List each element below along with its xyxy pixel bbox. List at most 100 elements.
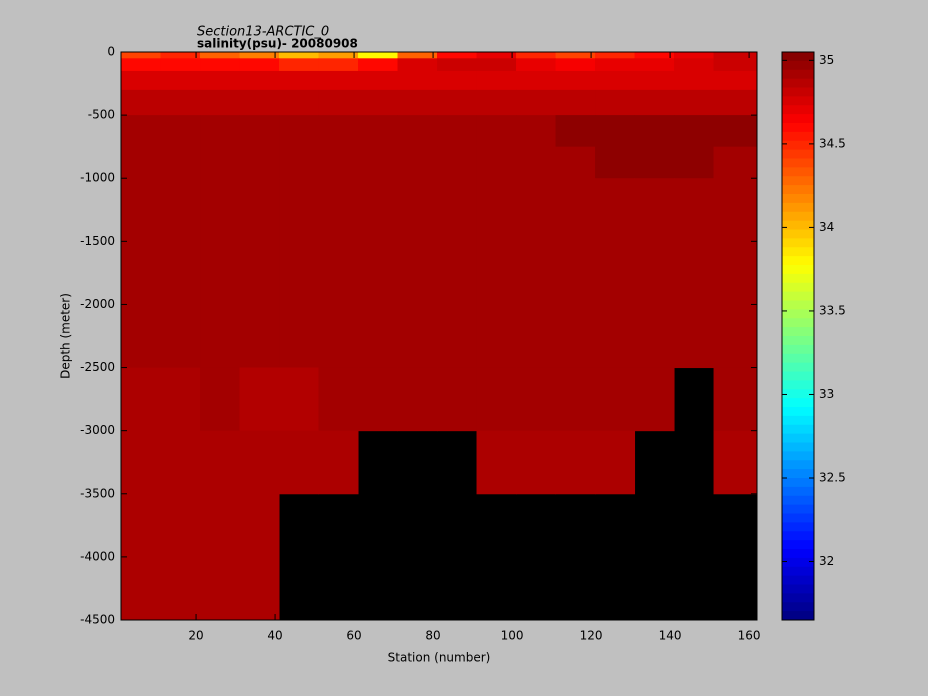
- heatmap-cell: [239, 89, 280, 116]
- heatmap-cell: [595, 52, 636, 59]
- heatmap-cell: [595, 70, 636, 91]
- heatmap-cell: [358, 146, 399, 179]
- heatmap-cell: [476, 115, 517, 148]
- heatmap-cell: [674, 146, 715, 179]
- heatmap-cell: [200, 146, 241, 179]
- colorbar-step: [782, 344, 814, 355]
- colorbar-step: [782, 486, 814, 497]
- heatmap-cell: [318, 58, 359, 72]
- heatmap-cell: [160, 430, 201, 495]
- plot-frame: [120, 51, 758, 621]
- heatmap-cell: [634, 146, 675, 179]
- heatmap-cell: [713, 58, 758, 72]
- chart-title: Section13-ARCTIC_0: [197, 25, 329, 40]
- heatmap-cell: [595, 367, 636, 432]
- heatmap-cell: [634, 70, 675, 91]
- colorbar-frame: [781, 51, 815, 621]
- x-tick-label: 100: [501, 629, 524, 643]
- heatmap-cell: [239, 556, 280, 621]
- colorbar-step: [782, 194, 814, 204]
- heatmap-cell: [595, 430, 636, 495]
- colorbar-tick-label: 33: [819, 387, 834, 401]
- heatmap-cell: [437, 89, 478, 116]
- heatmap-cell: [318, 115, 359, 148]
- heatmap-cell: [476, 146, 517, 179]
- y-tick-label: -3000: [80, 423, 115, 437]
- heatmap-cell: [555, 178, 596, 369]
- heatmap-cell: [200, 430, 241, 495]
- colorbar-tick-label: 34.5: [819, 136, 846, 150]
- heatmap-cell: [674, 58, 715, 72]
- heatmap-cell: [200, 52, 241, 59]
- colorbar-step: [782, 407, 814, 417]
- heatmap-cell: [555, 146, 596, 179]
- colorbar-step: [782, 105, 814, 115]
- heatmap-cell: [713, 52, 758, 59]
- colorbar-step: [782, 291, 814, 301]
- heatmap-cell: [674, 52, 715, 59]
- heatmap-cell: [239, 52, 280, 59]
- heatmap-cell: [318, 367, 359, 432]
- heatmap-cell: [358, 178, 399, 369]
- heatmap-cell: [358, 367, 399, 432]
- heatmap-cell: [239, 367, 280, 432]
- heatmap-cell: [634, 52, 675, 59]
- heatmap-cell: [516, 178, 557, 369]
- y-tick-label: -2000: [80, 297, 115, 311]
- heatmap-cell: [121, 430, 162, 495]
- heatmap-cell: [713, 115, 758, 148]
- heatmap-cell: [674, 178, 715, 369]
- x-tick-label: 80: [425, 629, 440, 643]
- colorbar-step: [782, 273, 814, 284]
- heatmap-cell: [397, 146, 438, 179]
- heatmap-cell: [160, 70, 201, 91]
- heatmap-cell: [121, 115, 162, 148]
- colorbar-step: [782, 78, 814, 88]
- colorbar-step: [782, 96, 814, 106]
- colorbar-step: [782, 131, 814, 142]
- y-tick-label: -4000: [80, 549, 115, 563]
- heatmap-cell: [239, 58, 280, 72]
- heatmap-cell: [279, 146, 320, 179]
- x-tick-label: 120: [580, 629, 603, 643]
- heatmap-cell: [239, 146, 280, 179]
- heatmap-cell: [279, 430, 320, 495]
- heatmap-cell: [476, 367, 517, 432]
- heatmap-cell: [279, 89, 320, 116]
- heatmap-cell: [674, 115, 715, 148]
- heatmap-cell: [200, 70, 241, 91]
- heatmap-cell: [397, 58, 438, 72]
- colorbar-step: [782, 300, 814, 310]
- heatmap-cell: [397, 52, 438, 59]
- heatmap-cell: [358, 58, 399, 72]
- colorbar-step: [782, 371, 814, 381]
- x-tick-label: 60: [346, 629, 361, 643]
- heatmap-cell: [121, 70, 162, 91]
- heatmap-cell: [160, 556, 201, 621]
- heatmap-cell: [555, 89, 596, 116]
- y-tick-label: -1500: [80, 234, 115, 248]
- colorbar-step: [782, 478, 814, 488]
- heatmap-cell: [200, 58, 241, 72]
- heatmap-cell: [160, 58, 201, 72]
- colorbar-step: [782, 185, 814, 195]
- colorbar-step: [782, 557, 814, 568]
- chart-subtitle: salinity(psu)- 20080908: [197, 37, 358, 51]
- heatmap-cell: [239, 70, 280, 91]
- heatmap-cell: [397, 89, 438, 116]
- colorbar-step: [782, 256, 814, 266]
- y-tick-label: -3500: [80, 486, 115, 500]
- heatmap-cell: [239, 178, 280, 369]
- heatmap-cell: [200, 493, 241, 558]
- heatmap-cell: [634, 115, 675, 148]
- heatmap-cell: [476, 89, 517, 116]
- heatmap-cell: [476, 178, 517, 369]
- y-tick-label: -4500: [80, 613, 115, 627]
- heatmap-cell: [595, 115, 636, 148]
- heatmap-cell: [121, 146, 162, 179]
- heatmap-cell: [713, 146, 758, 179]
- colorbar-step: [782, 593, 814, 603]
- colorbar-step: [782, 52, 814, 62]
- colorbar-tick-label: 33.5: [819, 303, 846, 317]
- colorbar-step: [782, 575, 814, 585]
